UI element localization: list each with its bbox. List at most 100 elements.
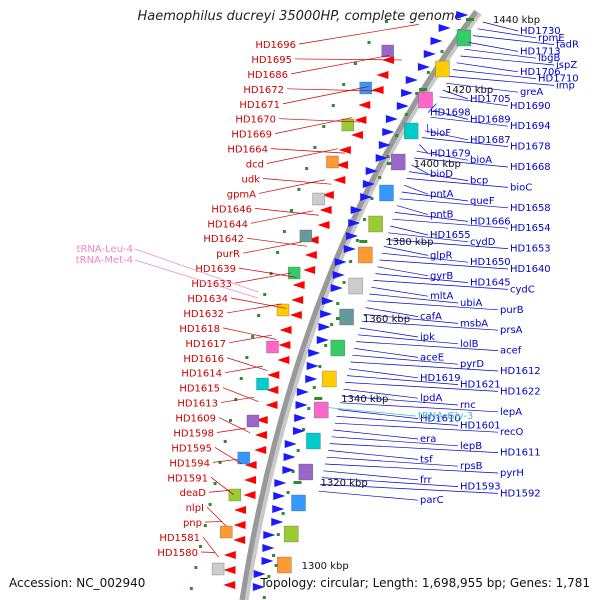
right-gene-label: HD1592 xyxy=(500,488,541,499)
left-label-leader xyxy=(206,506,227,527)
gene-feature-block xyxy=(330,339,345,357)
inner-track-dot xyxy=(218,461,222,464)
left-label-leader xyxy=(212,458,238,463)
outer-track-dot xyxy=(318,365,322,368)
reverse-strand-gene xyxy=(338,146,351,154)
reverse-strand-gene xyxy=(254,431,267,439)
left-gene-label: deaD xyxy=(180,488,207,499)
gene-feature-block xyxy=(326,155,339,169)
right-gene-label: bcp xyxy=(470,176,488,187)
forward-strand-gene xyxy=(252,583,265,591)
left-label-leader xyxy=(208,490,230,493)
inner-track-dot xyxy=(208,503,212,506)
outer-track-dot xyxy=(281,512,285,515)
right-gene-label: HD1658 xyxy=(510,203,551,214)
right-gene-label: lepB xyxy=(460,441,482,452)
right-gene-label: acef xyxy=(500,346,522,357)
forward-strand-gene xyxy=(305,375,318,383)
right-gene-label: HD1706 xyxy=(520,67,561,78)
forward-strand-gene xyxy=(396,102,409,110)
reverse-strand-gene xyxy=(376,71,389,79)
gene-feature-block xyxy=(299,229,313,243)
inner-track-dot xyxy=(297,188,301,191)
right-gene-label: HD1611 xyxy=(500,448,541,459)
outer-track-dot xyxy=(440,50,444,53)
right-gene-label: glpR xyxy=(430,250,452,261)
gene-feature-block xyxy=(277,556,292,574)
right-gene-label: purB xyxy=(500,305,524,316)
right-label-leader xyxy=(445,82,519,93)
left-trna-label: tRNA-Met-4 xyxy=(76,255,133,266)
right-gene-label: aceE xyxy=(420,352,444,363)
outer-track-dot xyxy=(324,344,328,347)
scale-tick xyxy=(359,240,368,243)
right-gene-label: frr xyxy=(420,475,432,486)
forward-strand-gene xyxy=(375,154,388,162)
left-label-leader xyxy=(286,88,379,92)
right-gene-label: queF xyxy=(470,196,495,207)
right-gene-label: HD1705 xyxy=(470,94,511,105)
forward-strand-gene xyxy=(385,115,398,123)
inner-track-dot xyxy=(257,314,261,317)
inner-track-dot xyxy=(367,41,371,44)
left-label-leader xyxy=(278,118,361,123)
right-gene-label: lbgB xyxy=(538,53,560,64)
right-gene-label: HD1654 xyxy=(510,223,551,234)
right-label-leader xyxy=(408,171,469,181)
reverse-strand-gene xyxy=(244,476,257,484)
forward-strand-gene xyxy=(365,167,378,175)
outer-track-dot xyxy=(296,449,300,452)
scale-tick xyxy=(293,481,302,484)
right-gene-label: pyrH xyxy=(500,468,524,479)
outer-track-dot xyxy=(272,554,276,557)
inner-track-dot xyxy=(353,62,357,65)
gene-feature-block xyxy=(379,184,394,202)
reverse-strand-gene xyxy=(354,116,367,124)
gene-feature-block xyxy=(312,192,325,206)
right-label-leader xyxy=(403,184,429,195)
outer-track-dot xyxy=(286,491,290,494)
left-gene-label: HD1580 xyxy=(157,548,198,559)
left-gene-label: HD1686 xyxy=(247,70,288,81)
left-gene-label: HD1632 xyxy=(183,309,224,320)
left-label-leader xyxy=(230,297,287,309)
gene-feature-block xyxy=(368,215,383,233)
right-gene-label: tsf xyxy=(420,454,433,465)
inner-track-dot xyxy=(213,482,217,485)
right-gene-label: HD1653 xyxy=(510,244,551,255)
right-label-leader xyxy=(377,266,429,277)
gene-feature-block xyxy=(381,44,394,58)
right-label-leader xyxy=(388,232,469,243)
right-label-leader xyxy=(411,164,429,175)
left-label-leader xyxy=(258,179,325,194)
left-gene-label: HD1670 xyxy=(235,115,276,126)
scale-tick-label: 1380 kbp xyxy=(386,237,433,248)
right-gene-label: mltA xyxy=(430,291,453,302)
right-gene-label: era xyxy=(420,434,436,445)
left-label-leader xyxy=(200,551,215,553)
right-gene-label: ubiA xyxy=(460,298,482,309)
inner-track-dot xyxy=(203,524,207,527)
right-label-leader xyxy=(406,178,509,188)
right-label-leader xyxy=(357,334,459,345)
right-label-leader xyxy=(321,477,459,487)
right-label-leader xyxy=(334,422,499,433)
right-gene-label: ipk xyxy=(420,332,435,343)
gene-feature-block xyxy=(306,432,321,450)
inner-track-dot xyxy=(189,587,193,590)
gene-feature-block xyxy=(256,377,269,391)
left-label-leader xyxy=(216,427,246,433)
reverse-strand-gene xyxy=(371,86,384,94)
genes-label: Genes: xyxy=(509,576,552,590)
outer-track-dot xyxy=(312,386,316,389)
outer-track-dot xyxy=(355,239,359,242)
right-label-leader xyxy=(421,137,509,147)
reverse-strand-gene xyxy=(333,176,346,184)
length-value: 1,698,955 bp xyxy=(421,576,502,590)
right-gene-label: HD1619 xyxy=(420,373,461,384)
left-label-leader xyxy=(220,396,255,403)
left-label-leader xyxy=(214,447,242,465)
outer-track-dot xyxy=(330,323,334,326)
forward-strand-gene xyxy=(360,193,373,201)
